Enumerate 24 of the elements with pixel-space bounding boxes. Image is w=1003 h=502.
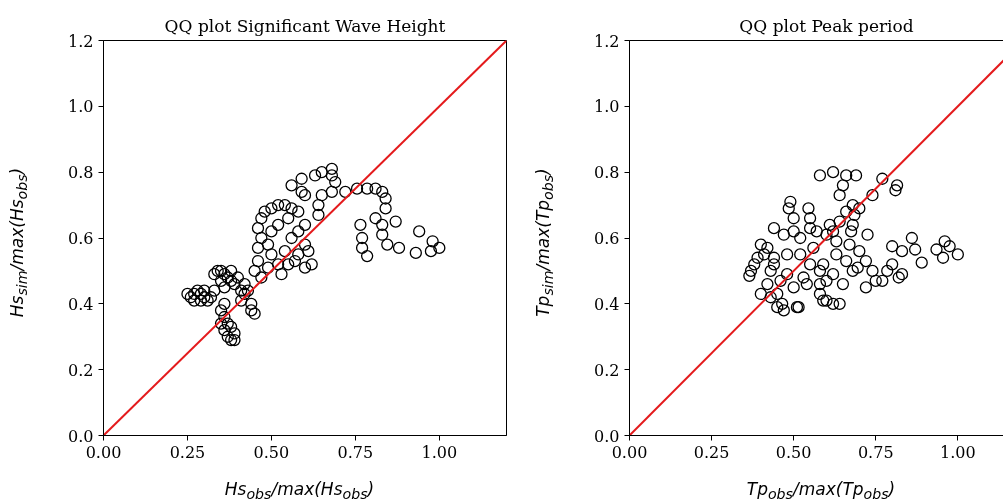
y-tick-label: 0.6	[68, 229, 94, 248]
x-tick-label: 0.50	[253, 442, 290, 462]
chart-title: QQ plot Significant Wave Height	[164, 15, 446, 36]
x-tick-label: 0.25	[169, 442, 206, 462]
x-tick-label: 1.00	[421, 442, 458, 462]
y-tick-label: 0.2	[594, 360, 620, 380]
y-tick-label: 0.8	[68, 163, 94, 183]
x-tick-label: 0.75	[857, 442, 894, 462]
y-tick-label: 0.4	[594, 294, 620, 314]
y-tick-label: 0.2	[68, 360, 94, 380]
y-tick-label: 1.0	[594, 97, 620, 117]
y-tick-label: 1.2	[594, 31, 620, 51]
y-tick-label: 0.6	[594, 229, 620, 248]
chart-title: QQ plot Peak period	[739, 15, 914, 36]
y-tick-label: 0.4	[68, 294, 94, 314]
x-tick-label: 1.00	[940, 442, 976, 462]
x-tick-label: 0.25	[693, 442, 730, 462]
x-tick-label: 0.75	[337, 442, 374, 462]
x-axis-title: Hs$_{obs}$/max(Hs$_{obs}$)	[223, 478, 376, 502]
x-tick-label: 0.50	[775, 442, 812, 462]
y-tick-label: 0.8	[594, 163, 620, 183]
y-tick-label: 1.2	[68, 31, 94, 51]
x-axis-title: Tp$_{obs}$/max(Tp$_{obs}$)	[745, 478, 897, 502]
y-tick-label: 1.0	[68, 97, 94, 117]
